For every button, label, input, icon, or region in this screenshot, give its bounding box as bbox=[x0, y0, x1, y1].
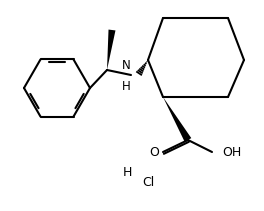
Polygon shape bbox=[163, 97, 191, 142]
Text: H: H bbox=[122, 166, 132, 180]
Text: Cl: Cl bbox=[142, 176, 154, 189]
Text: N: N bbox=[122, 59, 131, 72]
Text: OH: OH bbox=[222, 146, 241, 158]
Polygon shape bbox=[107, 30, 115, 70]
Text: H: H bbox=[122, 80, 131, 93]
Text: O: O bbox=[149, 146, 159, 158]
